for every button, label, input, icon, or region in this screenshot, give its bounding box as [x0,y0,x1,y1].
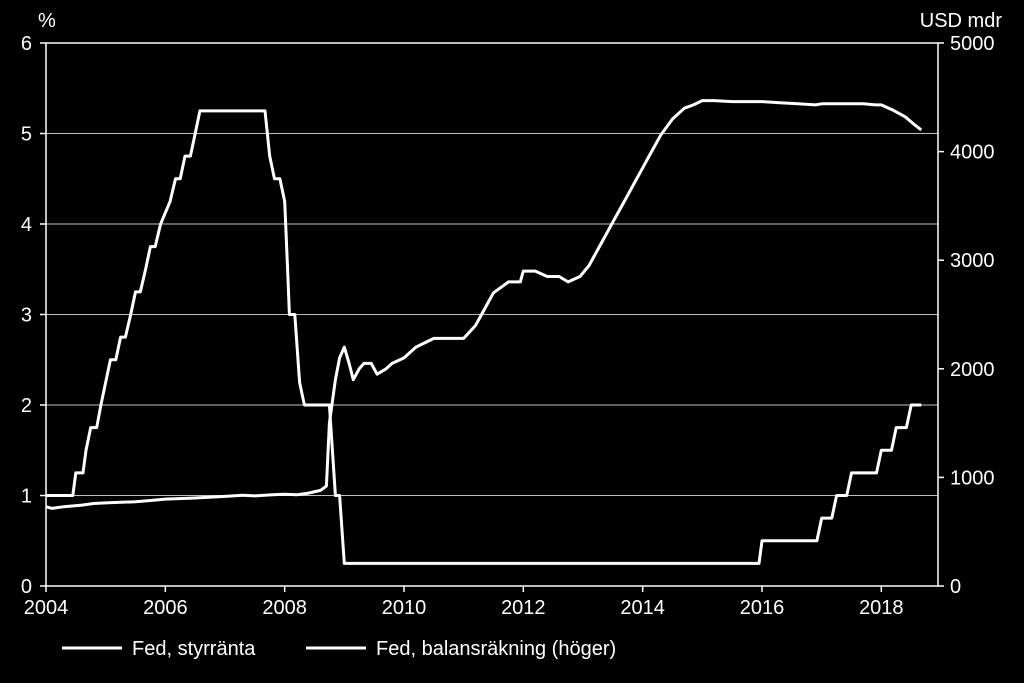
right-tick-label: 1000 [950,467,995,489]
left-tick-label: 4 [21,214,32,236]
x-tick-label: 2016 [740,597,785,619]
x-tick-label: 2004 [24,597,69,619]
left-tick-label: 5 [21,124,32,146]
right-axis-unit: USD mdr [920,10,1003,32]
tick-marks [40,42,944,592]
tick-labels: 0 1 2 3 4 5 6 0 1000 2000 3000 4000 5000 2004 2006 2008… [21,33,995,619]
right-tick-label: 5000 [950,33,995,55]
series-line-policy-rate [46,109,922,565]
left-tick-label: 2 [21,395,32,417]
x-tick-label: 2014 [620,597,665,619]
left-tick-label: 3 [21,305,32,327]
right-tick-label: 4000 [950,142,995,164]
legend: Fed, styrränta Fed, balansräkning (höger… [62,638,616,660]
series-lines [45,99,923,565]
right-tick-label: 2000 [950,359,995,381]
legend-label-policy-rate: Fed, styrränta [132,638,256,660]
left-tick-label: 0 [21,576,32,598]
x-tick-label: 2010 [382,597,427,619]
x-tick-label: 2008 [262,597,307,619]
right-tick-label: 3000 [950,250,995,272]
legend-label-balance-sheet: Fed, balansräkning (höger) [376,638,616,660]
x-tick-label: 2018 [859,597,904,619]
right-tick-label: 0 [950,576,961,598]
left-tick-label: 6 [21,33,32,55]
x-tick-label: 2012 [501,597,546,619]
left-tick-label: 1 [21,486,32,508]
x-tick-label: 2006 [143,597,188,619]
series-line-balance-sheet [45,99,923,510]
left-axis-unit: % [38,10,56,32]
